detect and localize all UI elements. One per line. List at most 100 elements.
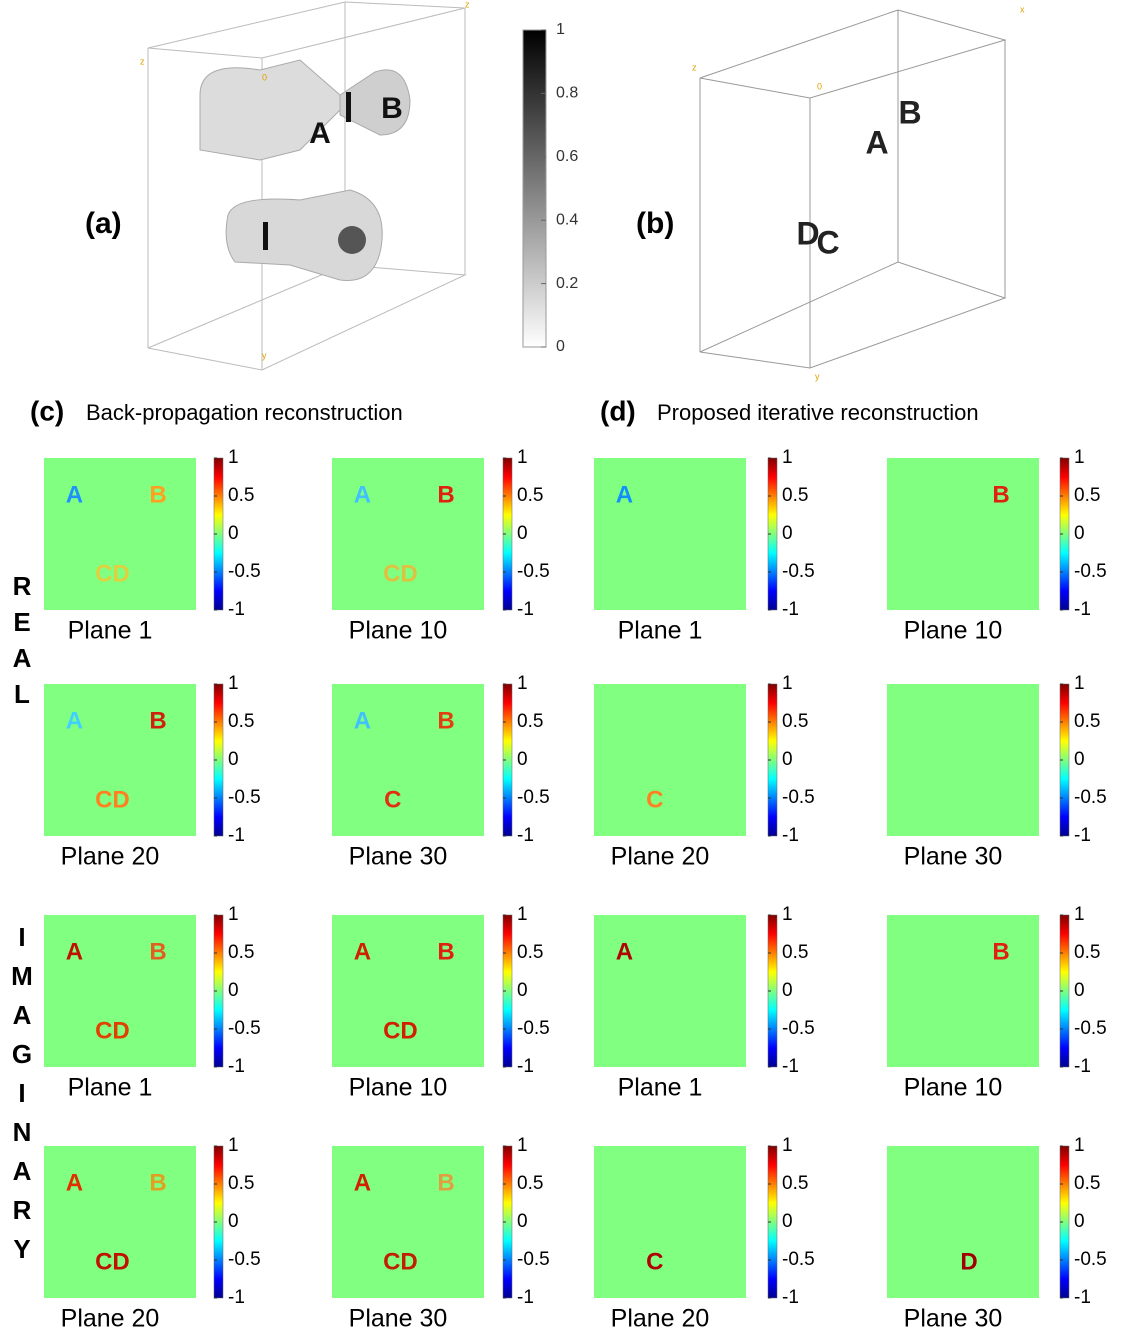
image — [332, 458, 484, 610]
colorbar-tick-label: 1 — [517, 673, 528, 694]
image — [332, 1146, 484, 1298]
colorbar-tick-label: -0.5 — [228, 561, 261, 582]
letter: A — [354, 938, 371, 965]
axis-label: z — [692, 62, 697, 72]
colorbar-tick-label: -1 — [1074, 1287, 1091, 1308]
colorbar-tick-label: 1 — [228, 447, 239, 468]
colorbar-tick-label: 0.5 — [1074, 1173, 1100, 1194]
axis-label: z — [465, 0, 470, 9]
colorbar-tick-label: -0.5 — [782, 561, 815, 582]
letter: A — [354, 707, 371, 734]
image — [887, 1146, 1039, 1298]
colorbar-tick-label: 0 — [1074, 523, 1085, 544]
letter: A — [616, 481, 633, 508]
image — [594, 684, 746, 836]
letter: B — [992, 481, 1009, 508]
colorbar-tick-label: 1 — [782, 1135, 793, 1156]
colorbar-tick-label: 0.2 — [556, 275, 578, 292]
colorbar-tick-label: 0.5 — [1074, 942, 1100, 963]
image — [44, 1146, 196, 1298]
axis-label: y — [815, 371, 820, 381]
colorbar-tick-label: 0.5 — [228, 942, 254, 963]
image — [332, 915, 484, 1067]
colorbar-tick-label: -1 — [517, 1287, 534, 1308]
letter: A — [66, 707, 83, 734]
colorbar-tick-label: 0.6 — [556, 148, 578, 165]
caption: Plane 1 — [618, 1074, 703, 1102]
colorbar-tick-label: -0.5 — [782, 1249, 815, 1270]
letter: C — [816, 224, 839, 260]
colorbar-tick-label: 0.5 — [782, 1173, 808, 1194]
colorbar-tick-label: -0.5 — [228, 787, 261, 808]
caption: Plane 20 — [611, 843, 710, 871]
colorbar-tick-label: 0 — [782, 1211, 793, 1232]
blobs-a — [199, 59, 411, 281]
letter: D — [796, 215, 819, 251]
image — [887, 458, 1039, 610]
axis-label: x — [1020, 4, 1025, 14]
panel-label: (c) — [30, 395, 64, 426]
image — [594, 915, 746, 1067]
letter: A — [616, 938, 633, 965]
letter: B — [437, 1169, 454, 1196]
image — [44, 458, 196, 610]
colorbar-tick-label: -1 — [1074, 825, 1091, 846]
letter: A — [66, 938, 83, 965]
colorbar-tick-label: 1 — [1074, 447, 1085, 468]
colorbar-tick-label: 0.5 — [228, 711, 254, 732]
colorbar-tick-label: -0.5 — [782, 787, 815, 808]
colorbar-tick-label: 0.4 — [556, 211, 578, 228]
colorbar-tick-label: -1 — [782, 825, 799, 846]
colorbar-tick-label: -1 — [1074, 1056, 1091, 1077]
colorbar-tick-label: 0.5 — [782, 942, 808, 963]
letter: CD — [383, 1017, 418, 1044]
colorbar-tick-label: 0 — [782, 749, 793, 770]
caption: Plane 30 — [904, 1305, 1003, 1329]
letter: A — [865, 124, 888, 160]
colorbar-tick-label: 0.5 — [517, 1173, 543, 1194]
caption: Plane 30 — [904, 843, 1003, 871]
image — [887, 915, 1039, 1067]
letter: CD — [95, 1017, 130, 1044]
letter: B — [437, 481, 454, 508]
letter: B — [898, 94, 921, 130]
letter: CD — [95, 1248, 130, 1275]
panel-label: (a) — [85, 207, 122, 240]
letter: CD — [95, 786, 130, 813]
colorbar-tick-label: 0.8 — [556, 85, 578, 102]
image — [594, 1146, 746, 1298]
caption: Plane 1 — [68, 617, 153, 645]
caption: Plane 1 — [68, 1074, 153, 1102]
panel-title: Back-propagation reconstruction — [86, 400, 403, 425]
colorbar-tick-label: 1 — [782, 904, 793, 925]
colorbar-tick-label: -1 — [517, 1056, 534, 1077]
colorbar-tick-label: 0 — [228, 1211, 239, 1232]
colorbar-tick-label: -1 — [228, 1287, 245, 1308]
colorbar-tick-label: -0.5 — [517, 787, 550, 808]
letter: B — [992, 938, 1009, 965]
colorbar-tick-label: -1 — [782, 599, 799, 620]
colorbar-tick-label: 0.5 — [517, 711, 543, 732]
caption: Plane 1 — [618, 617, 703, 645]
colorbar-tick-label: 0 — [556, 338, 565, 355]
colorbar-tick-label: 0 — [1074, 980, 1085, 1001]
colorbar-tick-label: 0 — [1074, 749, 1085, 770]
axis-label: z — [140, 56, 145, 66]
colorbar-tick-label: -0.5 — [1074, 1249, 1107, 1270]
colorbar-tick-label: 0.5 — [228, 1173, 254, 1194]
letter: CD — [383, 560, 418, 587]
colorbar-tick-label: 0.5 — [782, 711, 808, 732]
letter: B — [381, 92, 403, 125]
panel-label: (d) — [600, 395, 636, 426]
colorbar-tick-label: 1 — [517, 904, 528, 925]
box-a — [147, 1, 467, 371]
colorbar-tick-label: -1 — [517, 825, 534, 846]
colorbar-tick-label: -1 — [228, 1056, 245, 1077]
caption: Plane 10 — [904, 1074, 1003, 1102]
colorbar-tick-label: 1 — [228, 904, 239, 925]
colorbar-tick-label: 1 — [1074, 673, 1085, 694]
colorbar-tick-label: 0 — [782, 523, 793, 544]
colorbar-tick-label: 1 — [228, 1135, 239, 1156]
